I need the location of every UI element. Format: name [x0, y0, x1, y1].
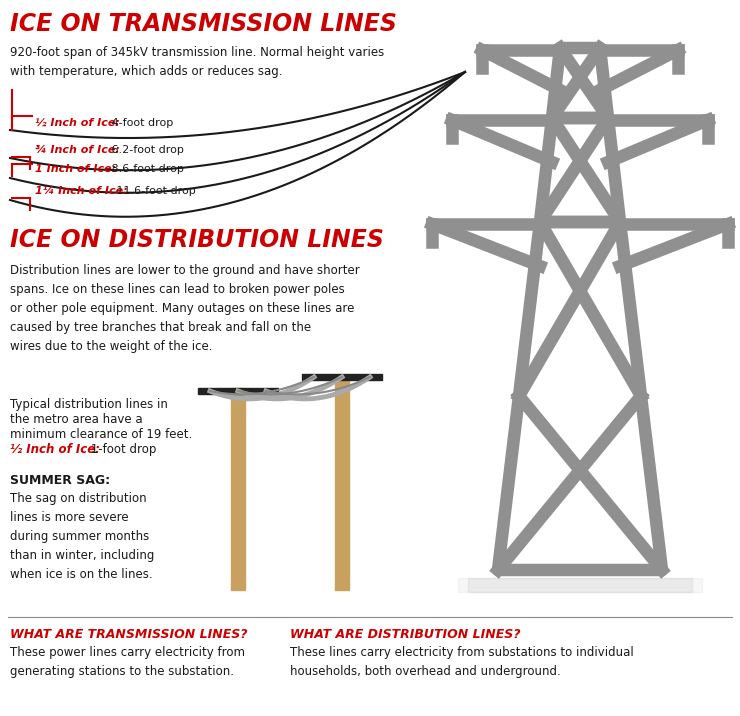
- Text: ICE ON DISTRIBUTION LINES: ICE ON DISTRIBUTION LINES: [10, 228, 384, 252]
- Text: 920-foot span of 345kV transmission line. Normal height varies
with temperature,: 920-foot span of 345kV transmission line…: [10, 46, 384, 78]
- Text: These lines carry electricity from substations to individual
households, both ov: These lines carry electricity from subst…: [290, 646, 633, 678]
- Text: These power lines carry electricity from
generating stations to the substation.: These power lines carry electricity from…: [10, 646, 245, 678]
- Text: WHAT ARE TRANSMISSION LINES?: WHAT ARE TRANSMISSION LINES?: [10, 628, 247, 641]
- Text: 1 Inch of Ice:: 1 Inch of Ice:: [35, 164, 116, 174]
- Text: The sag on distribution
lines is more severe
during summer months
than in winter: The sag on distribution lines is more se…: [10, 492, 155, 581]
- Text: ¾ Inch of Ice:: ¾ Inch of Ice:: [35, 145, 120, 155]
- Text: 1-foot drop: 1-foot drop: [87, 443, 156, 456]
- Text: 6.2-foot drop: 6.2-foot drop: [108, 145, 184, 155]
- Text: 4-foot drop: 4-foot drop: [108, 118, 173, 128]
- Text: 1¼ Inch of Ice:: 1¼ Inch of Ice:: [35, 186, 127, 196]
- Bar: [231, 388, 245, 590]
- Text: the metro area have a: the metro area have a: [10, 413, 143, 426]
- Text: 8.6-foot drop: 8.6-foot drop: [108, 164, 184, 174]
- Text: SUMMER SAG:: SUMMER SAG:: [10, 474, 110, 487]
- Text: 11.6-foot drop: 11.6-foot drop: [113, 186, 196, 196]
- Text: minimum clearance of 19 feet.: minimum clearance of 19 feet.: [10, 428, 192, 441]
- Text: Distribution lines are lower to the ground and have shorter
spans. Ice on these : Distribution lines are lower to the grou…: [10, 264, 360, 353]
- Text: WHAT ARE DISTRIBUTION LINES?: WHAT ARE DISTRIBUTION LINES?: [290, 628, 520, 641]
- Text: ½ Inch of Ice:: ½ Inch of Ice:: [10, 443, 100, 456]
- Text: ICE ON TRANSMISSION LINES: ICE ON TRANSMISSION LINES: [10, 12, 397, 36]
- Bar: [335, 376, 349, 590]
- Bar: [198, 388, 278, 394]
- Text: Typical distribution lines in: Typical distribution lines in: [10, 398, 168, 411]
- Bar: [302, 374, 382, 380]
- Text: ½ Inch of Ice:: ½ Inch of Ice:: [35, 118, 120, 128]
